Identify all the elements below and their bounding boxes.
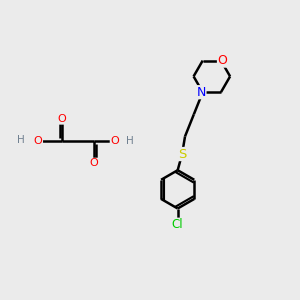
Text: S: S: [178, 148, 186, 160]
Text: O: O: [57, 114, 66, 124]
Text: O: O: [110, 136, 119, 146]
Text: O: O: [90, 158, 98, 168]
Text: N: N: [196, 86, 206, 99]
Text: H: H: [125, 136, 133, 146]
Text: O: O: [34, 136, 43, 146]
Text: O: O: [218, 54, 227, 67]
Text: H: H: [17, 135, 25, 145]
Text: Cl: Cl: [172, 218, 184, 231]
